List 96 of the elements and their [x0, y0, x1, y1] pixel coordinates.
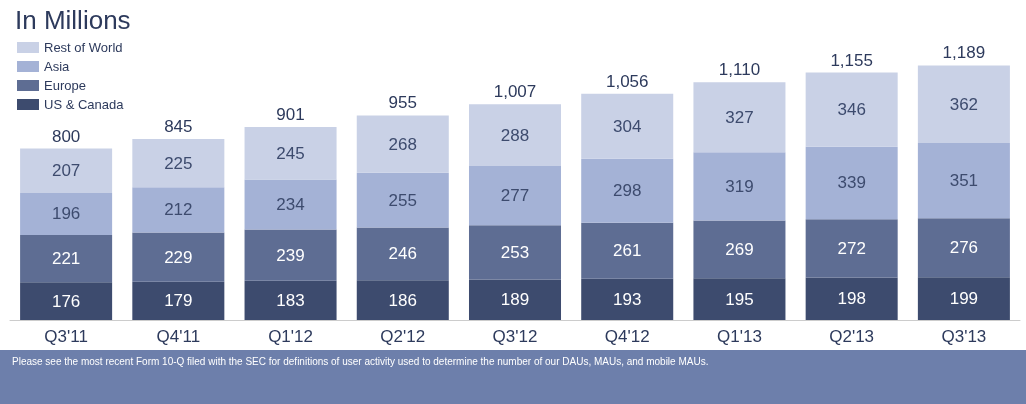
x-tick-label: Q3'11: [44, 327, 88, 346]
bar: [132, 232, 225, 282]
bar: [693, 278, 786, 320]
bar: [917, 277, 1010, 320]
total-label: 845: [164, 116, 193, 136]
bar: [581, 222, 674, 279]
data-label: 225: [164, 153, 193, 173]
bar: [693, 220, 786, 279]
x-tick-label: Q1'12: [268, 327, 313, 346]
data-label: 193: [613, 289, 642, 309]
text: Please see the most recent Form 10-Q filed with the SEC for definitions of user activity used to determine the number of our DAUs, MAUs, and mobile MAUs.: [12, 356, 710, 367]
data-label: 246: [388, 244, 417, 264]
bar: [805, 277, 898, 320]
bar: [917, 218, 1010, 278]
data-label: 276: [949, 238, 979, 258]
bar: [132, 138, 225, 188]
data-label: 245: [276, 143, 305, 163]
data-label: 179: [164, 291, 193, 311]
data-label: 339: [837, 173, 866, 193]
x-tick-label: Q4'11: [156, 327, 201, 346]
data-label: 269: [725, 239, 754, 259]
data-label: 253: [500, 242, 530, 262]
data-label: 207: [51, 161, 81, 181]
data-label: 212: [164, 200, 193, 220]
bar: [468, 225, 562, 280]
bar: [581, 158, 674, 223]
legend-label: Rest of World: [44, 40, 123, 55]
data-label: 255: [388, 190, 417, 210]
total-label: 1,110: [718, 60, 761, 80]
total-label: 955: [388, 93, 417, 113]
x-tick-label: Q2'13: [829, 327, 875, 346]
data-label: 277: [500, 186, 530, 206]
data-label: 239: [276, 245, 305, 265]
bar: [244, 229, 337, 281]
data-label: 234: [276, 195, 305, 215]
data-label: 261: [613, 241, 642, 261]
data-label: 229: [164, 247, 193, 267]
bar: [805, 219, 898, 278]
x-tick-label: Q3'13: [941, 327, 987, 346]
total-label: 1,189: [942, 43, 986, 63]
bar: [468, 104, 562, 166]
total-label: 1,056: [605, 71, 649, 91]
data-label: 272: [837, 238, 866, 258]
total-label: 800: [51, 126, 81, 146]
data-label: 183: [276, 290, 305, 310]
data-label: 196: [51, 204, 81, 224]
total-label: 1,007: [493, 82, 537, 102]
bar: [244, 280, 337, 320]
data-label: 346: [837, 100, 866, 120]
data-label: 198: [837, 289, 866, 309]
bar: [244, 179, 337, 230]
bar: [356, 227, 449, 281]
bar: [581, 93, 674, 159]
data-label: 319: [725, 176, 754, 196]
total-label: 901: [276, 104, 305, 124]
bar: [805, 146, 898, 220]
x-tick-label: Q1'13: [717, 327, 762, 346]
data-label: 189: [500, 290, 530, 310]
total-label: 1,155: [830, 50, 873, 70]
bar: [20, 148, 113, 193]
bar: [20, 234, 113, 283]
bar: [244, 126, 337, 180]
data-label: 351: [949, 171, 979, 191]
bar: [20, 282, 113, 320]
bar: [917, 65, 1010, 144]
data-label: 362: [949, 94, 979, 114]
bar: [356, 172, 449, 228]
legend-label: Asia: [44, 59, 71, 74]
data-label: 298: [613, 181, 642, 201]
bar: [356, 280, 449, 320]
bar: [917, 143, 1010, 219]
data-label: 195: [725, 289, 754, 309]
bar: [693, 152, 786, 221]
data-label: 221: [51, 249, 81, 269]
data-label: 176: [51, 291, 81, 311]
x-tick-label: Q3'12: [492, 327, 538, 346]
chart-title: In Millions: [15, 5, 131, 35]
x-tick-label: Q2'12: [380, 327, 426, 346]
data-label: 186: [388, 290, 417, 310]
data-label: 304: [613, 116, 642, 136]
bar: [356, 115, 449, 173]
data-label: 268: [388, 134, 417, 154]
bar: [805, 72, 898, 147]
bar: [132, 187, 225, 233]
legend-label: Europe: [44, 78, 86, 93]
bar: [693, 82, 786, 153]
bar: [468, 279, 562, 320]
bar: [20, 192, 113, 235]
data-label: 327: [725, 107, 754, 127]
bar: [468, 165, 562, 226]
legend-label: US & Canada: [44, 97, 125, 112]
data-label: 199: [949, 289, 979, 309]
bar: [132, 281, 225, 320]
data-label: 288: [500, 125, 530, 145]
x-tick-label: Q4'12: [604, 327, 650, 346]
bar: [581, 278, 674, 320]
